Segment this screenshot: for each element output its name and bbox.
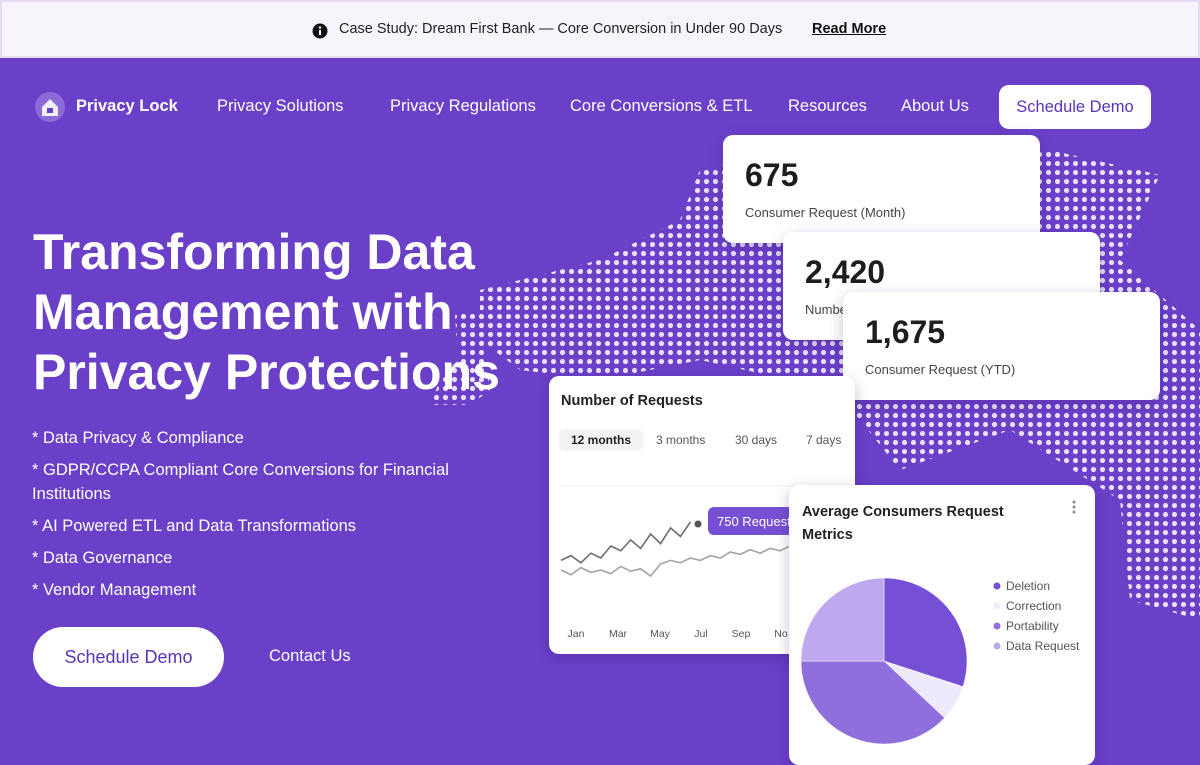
hero-bullet: * Data Governance	[32, 549, 173, 567]
pie-slice	[800, 660, 945, 745]
tab[interactable]: 12 months	[559, 429, 644, 451]
tooltip-text: 750 Requests	[717, 514, 798, 529]
stat-value: 675	[745, 157, 799, 193]
legend-swatch	[993, 602, 1001, 610]
stat-card: 1,675 Consumer Request (YTD)	[843, 292, 1160, 400]
hero-title-line: Management with	[33, 284, 453, 340]
hero-bullet: * GDPR/CCPA Compliant Core Conversions f…	[32, 461, 449, 503]
tab[interactable]: 7 days	[806, 433, 842, 447]
info-icon	[312, 23, 328, 39]
tab[interactable]: 3 months	[656, 433, 706, 447]
tooltip-dot	[694, 520, 702, 528]
pie-slice	[800, 577, 885, 662]
announcement-banner: Case Study: Dream First Bank — Core Conv…	[0, 0, 1200, 58]
hero-bullet: * AI Powered ETL and Data Transformation…	[32, 517, 357, 535]
legend-label: Data Request	[1006, 639, 1080, 653]
pie-slice	[883, 577, 968, 687]
stat-value: 1,675	[865, 314, 946, 350]
tab[interactable]: 30 days	[735, 433, 778, 447]
card-title: Average Consumers Request Metrics	[802, 504, 1004, 543]
nav-link[interactable]: Privacy Solutions	[217, 97, 344, 115]
banner-text: Case Study: Dream First Bank — Core Conv…	[339, 21, 783, 37]
nav-link[interactable]: Privacy Regulations	[390, 97, 536, 115]
stat-label: Consumer Request (Month)	[745, 205, 906, 220]
hero-title-line: Transforming Data	[33, 224, 475, 280]
legend-label: Deletion	[1006, 579, 1050, 593]
x-tick-label: Mar	[609, 628, 628, 640]
hero-bullet: * Vendor Management	[32, 581, 197, 599]
hero-title-line: Privacy Protections	[33, 344, 500, 400]
stat-label: Number	[805, 302, 852, 317]
brand-name[interactable]: Privacy Lock	[76, 97, 178, 115]
legend-label: Portability	[1006, 619, 1059, 633]
nav-link[interactable]: Core Conversions & ETL	[570, 97, 753, 115]
brand-logo	[35, 92, 65, 122]
legend-swatch	[993, 582, 1001, 590]
x-tick-label: No	[774, 628, 788, 640]
secondary-button[interactable]: Contact Us	[269, 647, 351, 665]
nav-link[interactable]: About Us	[901, 97, 969, 115]
x-tick-label: Jul	[694, 628, 707, 640]
read-more-link[interactable]: Read More	[812, 21, 887, 37]
primary-button[interactable]: Schedule Demo	[33, 627, 224, 687]
hero-bullet: * Data Privacy & Compliance	[32, 429, 244, 447]
menu-icon[interactable]	[1072, 500, 1076, 514]
line-series	[560, 545, 791, 578]
line-series	[560, 521, 692, 564]
x-tick-label: Jan	[568, 628, 585, 640]
legend-label: Correction	[1006, 599, 1061, 613]
x-tick-label: May	[650, 628, 671, 640]
legend-swatch	[993, 642, 1001, 650]
nav-cta-button[interactable]: Schedule Demo	[999, 85, 1151, 129]
pie-card: Average Consumers Request Metrics Deleti…	[789, 485, 1095, 765]
card-title: Number of Requests	[561, 393, 703, 409]
nav-link[interactable]: Resources	[788, 97, 867, 115]
stat-card: 675 Consumer Request (Month)	[723, 135, 1040, 243]
legend-swatch	[993, 622, 1001, 630]
hero-title: Transforming Data Management with Privac…	[33, 222, 500, 402]
x-tick-label: Sep	[732, 628, 751, 640]
stat-label: Consumer Request (YTD)	[865, 362, 1016, 377]
pie-chart: Deletion Correction Portability Data Reques…	[800, 577, 1080, 745]
stat-value: 2,420	[805, 254, 886, 290]
